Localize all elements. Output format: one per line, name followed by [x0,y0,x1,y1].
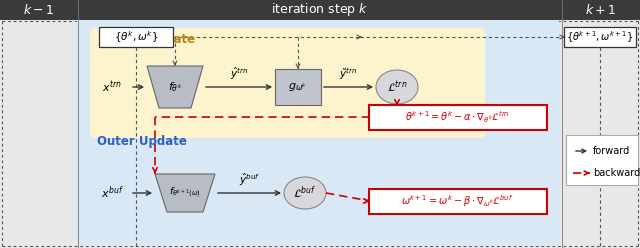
Text: $\tilde{y}^{trn}$: $\tilde{y}^{trn}$ [339,66,358,82]
Text: $k+1$: $k+1$ [586,3,617,17]
Bar [562,0,640,20]
Text: $\mathcal{L}^{trn}$: $\mathcal{L}^{trn}$ [387,79,407,95]
Bar [0,0,78,20]
Text: $k-1$: $k-1$ [23,3,54,17]
Text: $x^{trn}$: $x^{trn}$ [102,79,122,95]
Text: $x^{buf}$: $x^{buf}$ [100,185,124,201]
Polygon shape [147,66,203,108]
FancyBboxPatch shape [275,69,321,105]
FancyBboxPatch shape [90,28,485,138]
Text: Outer Update: Outer Update [97,135,187,149]
Text: forward: forward [593,146,630,156]
Text: Inner Update: Inner Update [108,33,195,47]
Text: $\theta^{k+1} = \theta^k - \alpha \cdot \nabla_{\theta^k}\mathcal{L}^{trn}$: $\theta^{k+1} = \theta^k - \alpha \cdot … [405,109,510,125]
FancyBboxPatch shape [566,135,638,185]
Text: iteration step $k$: iteration step $k$ [271,1,369,19]
FancyBboxPatch shape [564,27,636,47]
Text: $f_{\theta^{k+1}(\omega)}$: $f_{\theta^{k+1}(\omega)}$ [169,186,201,200]
Text: $\hat{y}^{trn}$: $\hat{y}^{trn}$ [230,66,248,82]
FancyBboxPatch shape [369,104,547,129]
Text: $\{\theta^{k+1},\omega^{k+1}\}$: $\{\theta^{k+1},\omega^{k+1}\}$ [566,29,634,45]
Text: $\{\theta^k,\omega^k\}$: $\{\theta^k,\omega^k\}$ [114,29,158,45]
FancyBboxPatch shape [76,19,560,246]
FancyBboxPatch shape [369,188,547,214]
Text: backward: backward [593,168,640,178]
FancyBboxPatch shape [99,27,173,47]
Text: $g_{\omega^k}$: $g_{\omega^k}$ [289,81,308,93]
Text: $\mathcal{L}^{buf}$: $\mathcal{L}^{buf}$ [293,185,317,201]
Bar [78,0,562,20]
Text: $\omega^{k+1} = \omega^k - \beta \cdot \nabla_{\omega^k}\mathcal{L}^{buf}$: $\omega^{k+1} = \omega^k - \beta \cdot \… [401,193,514,209]
Ellipse shape [376,70,418,104]
Text: $f_{\theta^k}$: $f_{\theta^k}$ [168,80,182,94]
Polygon shape [155,174,215,212]
Ellipse shape [284,177,326,209]
Text: $\hat{y}^{buf}$: $\hat{y}^{buf}$ [239,172,260,188]
